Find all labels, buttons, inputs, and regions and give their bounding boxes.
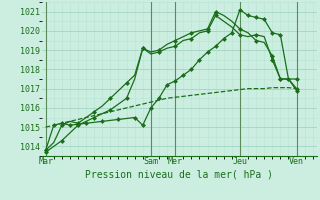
X-axis label: Pression niveau de la mer( hPa ): Pression niveau de la mer( hPa ) (85, 169, 273, 179)
